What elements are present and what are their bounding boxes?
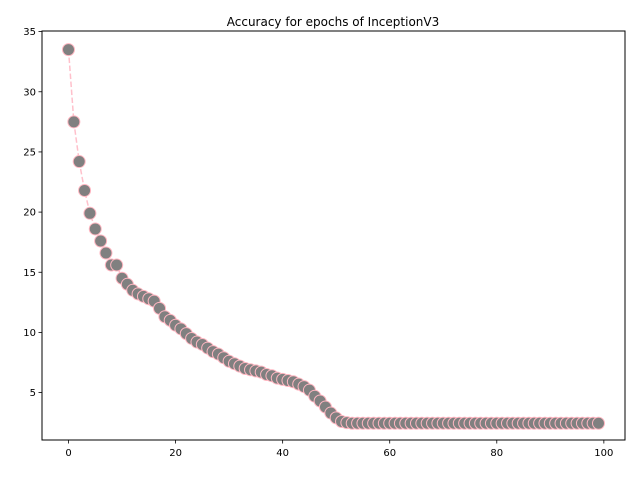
plot-frame	[41, 30, 626, 441]
data-point	[94, 234, 108, 248]
data-point	[88, 222, 102, 236]
data-point	[62, 43, 75, 57]
y-tick-label: 20	[23, 208, 36, 219]
y-axis: 5 10 15 20 25 30 35	[23, 27, 42, 399]
y-tick-label: 30	[23, 87, 36, 98]
y-tick-label: 5	[30, 388, 36, 399]
y-tick-label: 10	[23, 328, 36, 339]
x-tick-label: 40	[276, 448, 289, 459]
x-tick-label: 60	[383, 448, 396, 459]
x-tick-label: 100	[594, 448, 613, 459]
y-tick-label: 15	[23, 268, 36, 279]
x-tick-label: 80	[490, 448, 503, 459]
x-axis: 0 20 40 60 80 100	[65, 440, 613, 459]
series-line	[67, 49, 599, 425]
series-points	[62, 43, 605, 430]
chart-title: Accuracy for epochs of InceptionV3	[227, 15, 439, 29]
y-tick-label: 25	[23, 147, 36, 158]
y-tick-label: 35	[23, 27, 36, 38]
x-tick-label: 20	[169, 448, 182, 459]
data-point	[78, 183, 92, 197]
data-point	[99, 246, 113, 260]
data-point	[592, 416, 605, 430]
data-point	[110, 258, 124, 272]
x-tick-label: 0	[65, 448, 71, 459]
data-point	[83, 206, 97, 220]
series-polyline	[67, 49, 599, 425]
data-point	[72, 155, 86, 169]
data-point	[67, 115, 81, 129]
